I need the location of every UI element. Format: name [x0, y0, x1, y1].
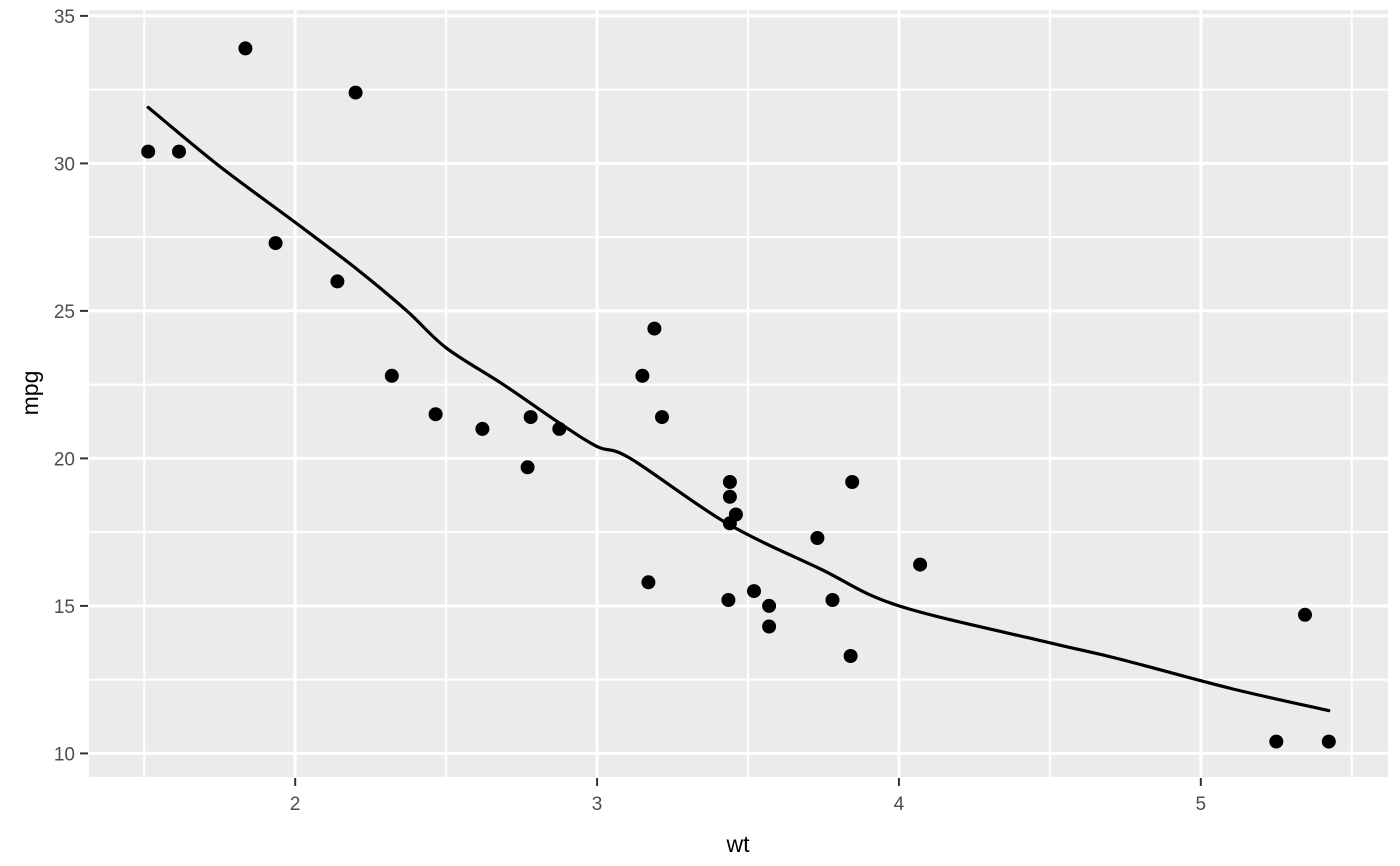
- data-point: [722, 475, 737, 489]
- smooth-trend-line: [146, 105, 1331, 713]
- data-point: [913, 557, 928, 572]
- data-point: [523, 410, 538, 425]
- data-point: [647, 321, 662, 336]
- data-point: [641, 575, 656, 590]
- data-point: [843, 649, 858, 663]
- y-tick-label: 15: [54, 597, 75, 618]
- data-point: [721, 593, 736, 607]
- y-tick-label: 30: [54, 154, 75, 175]
- data-point: [1321, 734, 1336, 749]
- y-tick-label: 25: [54, 302, 75, 323]
- data-point: [520, 460, 535, 475]
- data-point: [428, 407, 443, 422]
- data-point: [238, 41, 253, 56]
- data-point: [655, 410, 669, 425]
- data-point: [825, 593, 840, 607]
- x-tick-label: 4: [894, 794, 905, 815]
- data-point: [1298, 607, 1312, 622]
- data-point: [635, 368, 650, 383]
- major-gridlines: [89, 10, 1388, 777]
- data-point: [475, 421, 490, 436]
- data-point: [348, 85, 363, 100]
- data-point: [810, 531, 825, 545]
- data-point: [1269, 734, 1284, 749]
- data-point: [268, 236, 283, 251]
- x-axis-tick-labels: 2 3 4 5: [290, 794, 1206, 815]
- data-point: [762, 619, 777, 634]
- plot-panel: [89, 10, 1388, 777]
- x-axis-title: wt: [726, 831, 751, 857]
- y-axis-tick-labels: 10 15 20 25 30 35: [54, 7, 75, 766]
- y-tick-label: 20: [54, 449, 75, 470]
- y-axis-title: mpg: [17, 371, 43, 416]
- x-tick-label: 3: [592, 794, 603, 815]
- y-tick-label: 10: [54, 744, 75, 765]
- data-point: [747, 584, 761, 599]
- data-point: [845, 475, 860, 489]
- x-tick-label: 2: [290, 794, 301, 815]
- data-point: [722, 489, 737, 504]
- data-point: [330, 274, 345, 289]
- data-point: [172, 144, 186, 159]
- data-point: [762, 598, 777, 613]
- minor-gridlines: [89, 10, 1388, 777]
- data-point: [384, 368, 399, 383]
- x-tick-label: 5: [1196, 794, 1207, 815]
- y-tick-label: 35: [54, 7, 75, 28]
- data-point: [141, 144, 156, 159]
- axis-tick-marks: [80, 14, 1202, 786]
